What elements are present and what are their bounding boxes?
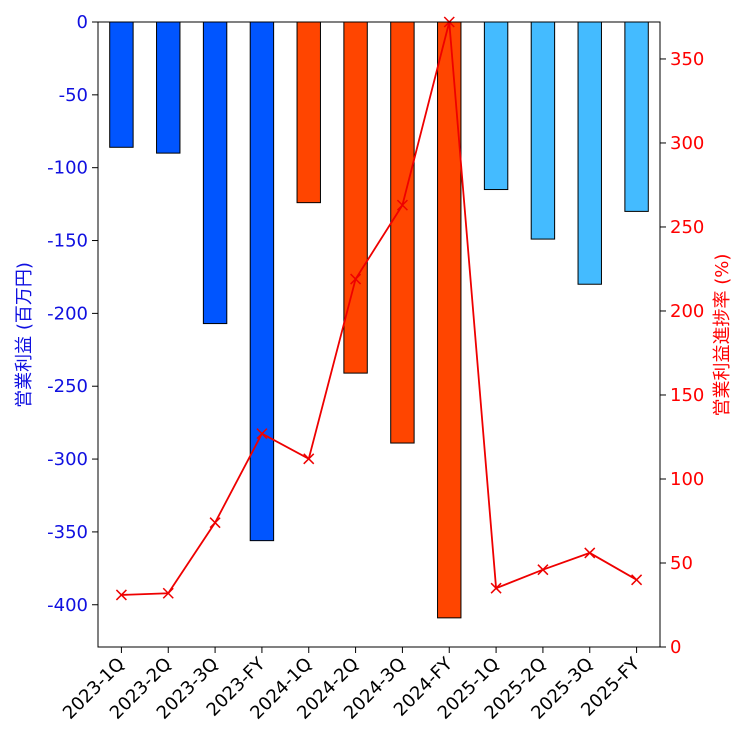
left-tick-label: -300 <box>47 449 88 470</box>
left-tick-label: 0 <box>77 12 88 33</box>
right-axis: 0 50 100 150 200 250 300 350 <box>660 49 704 658</box>
line-marker-2025-1Q <box>490 582 502 594</box>
bar-2025-FY <box>624 21 649 212</box>
bar-2023-2Q <box>156 21 181 154</box>
right-tick-label: 100 <box>670 469 704 490</box>
left-axis-label: 営業利益 (百万円) <box>14 262 35 408</box>
bar-2024-1Q <box>296 21 321 204</box>
bar-2023-FY <box>249 21 275 542</box>
line-marker-2025-FY <box>631 574 643 586</box>
marker-stroke <box>584 547 596 559</box>
bar-2024-3Q <box>390 21 415 444</box>
right-tick-label: 250 <box>670 217 704 238</box>
left-tick-label: -200 <box>47 303 88 324</box>
line-marker-2024-1Q <box>303 453 315 465</box>
progress-rate-line <box>121 21 638 596</box>
marker-stroke <box>256 428 268 440</box>
left-tick-label: -350 <box>47 522 88 543</box>
bar-2023-3Q <box>202 21 228 325</box>
left-axis: 0 -50 -100 -150 -200 -250 -300 -350 -400 <box>47 12 98 616</box>
line-marker-2023-1Q <box>115 589 127 601</box>
line-marker-2025-3Q <box>584 547 596 559</box>
left-tick-label: -50 <box>59 85 88 106</box>
line-marker-2024-3Q <box>396 199 408 211</box>
bar-2025-3Q <box>577 21 602 285</box>
left-tick-label: -250 <box>47 376 88 397</box>
right-tick-label: 350 <box>670 49 704 70</box>
marker-stroke <box>115 589 127 601</box>
bar-2024-2Q <box>343 21 368 374</box>
line-marker-2023-FY <box>256 428 268 440</box>
right-tick-label: 150 <box>670 385 704 406</box>
right-tick-label: 50 <box>670 553 693 574</box>
left-tick-label: -100 <box>47 158 88 179</box>
right-tick-label: 200 <box>670 301 704 322</box>
x-axis: 2023-1Q2023-2Q2023-3Q2023-FY2024-1Q2024-… <box>59 647 645 724</box>
bars-group <box>109 21 649 619</box>
right-axis-label: 営業利益進捗率 (%) <box>712 254 733 417</box>
bar-2025-2Q <box>530 21 556 240</box>
left-tick-label: -400 <box>47 595 88 616</box>
plot-frame <box>97 21 661 648</box>
line-marker-2023-2Q <box>162 587 174 599</box>
marker-stroke <box>631 574 643 586</box>
left-tick-label: -150 <box>47 231 88 252</box>
line-marker-2025-2Q <box>537 564 549 576</box>
marker-stroke <box>209 517 221 529</box>
right-tick-label: 0 <box>670 637 681 658</box>
line-marker-2023-3Q <box>209 517 221 529</box>
marker-stroke <box>396 199 408 211</box>
marker-stroke <box>490 582 502 594</box>
marker-stroke <box>303 453 315 465</box>
bar-2025-1Q <box>483 21 509 191</box>
bar-2023-1Q <box>109 21 134 148</box>
right-tick-label: 300 <box>670 133 704 154</box>
marker-stroke <box>350 273 362 285</box>
line-marker-2024-2Q <box>350 273 362 285</box>
marker-stroke <box>537 564 549 576</box>
line-group <box>115 16 643 601</box>
marker-stroke <box>162 587 174 599</box>
